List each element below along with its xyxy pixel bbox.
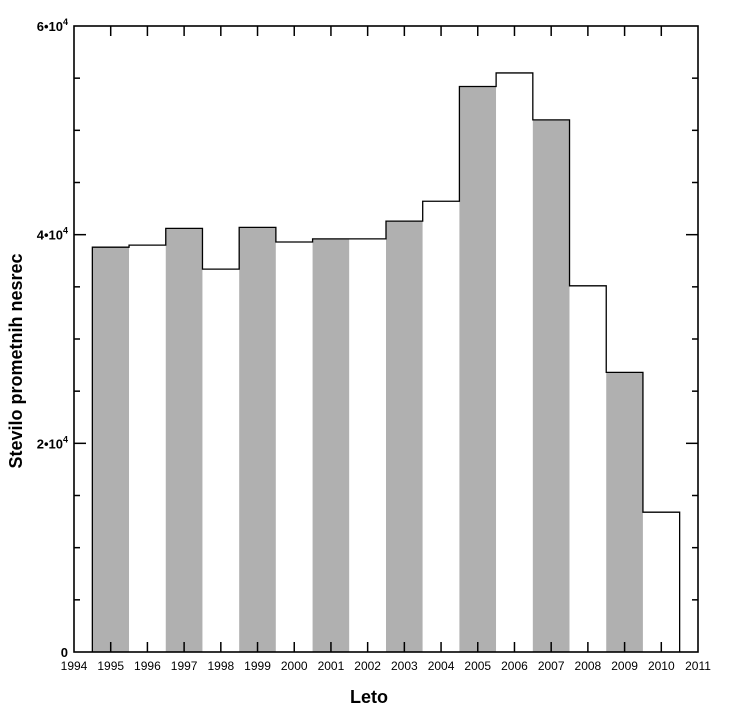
y-tick-labels: 0 2•104 4•104 6•104: [37, 17, 68, 660]
x-tick-label: 1999: [244, 659, 271, 673]
bar-2010: [642, 512, 680, 652]
axis-ticks: [74, 26, 698, 652]
x-tick-label: 2006: [501, 659, 528, 673]
histogram-outline: [91, 72, 681, 652]
x-tick-label: 2004: [428, 659, 455, 673]
x-tick-label: 2000: [281, 659, 308, 673]
y-axis-title: Stevilo prometnih nesrec: [6, 253, 26, 468]
y-tick-label: 0: [61, 645, 68, 660]
x-tick-label: 1994: [61, 659, 88, 673]
x-tick-label: 2008: [575, 659, 602, 673]
x-tick-labels: 1994 1995 1996 1997 1998 1999 2000 2001 2002 2003…: [61, 659, 712, 673]
x-tick-label: 2010: [648, 659, 675, 673]
x-tick-label: 2005: [464, 659, 491, 673]
bar-2004: [422, 201, 460, 652]
bar-2005: [459, 86, 497, 653]
bars: [92, 72, 680, 653]
y-tick-label: 4•104: [37, 226, 68, 243]
x-tick-label: 2011: [685, 659, 711, 673]
bar-2009: [606, 372, 643, 652]
bar-2006: [496, 72, 533, 652]
y-tick-label: 6•104: [37, 17, 68, 34]
x-axis-title: Leto: [350, 687, 388, 707]
x-tick-label: 2001: [318, 659, 345, 673]
bar-2002: [349, 238, 386, 652]
x-tick-label: 1998: [207, 659, 234, 673]
x-tick-label: 1997: [171, 659, 198, 673]
bar-2001: [312, 238, 350, 652]
bar-2000: [275, 241, 313, 652]
y-tick-label: 2•104: [37, 434, 68, 451]
bar-1999: [239, 227, 276, 652]
bar-2008: [569, 285, 607, 652]
x-tick-label: 2007: [538, 659, 565, 673]
bar-2007: [532, 119, 570, 652]
bar-1995: [92, 247, 130, 653]
bar-1997: [165, 228, 203, 652]
x-tick-label: 1996: [134, 659, 161, 673]
x-tick-label: 1995: [97, 659, 124, 673]
bar-1998: [202, 269, 240, 652]
x-tick-label: 2009: [611, 659, 638, 673]
bar-1996: [129, 245, 166, 652]
x-tick-label: 2003: [391, 659, 418, 673]
x-tick-label: 2002: [354, 659, 381, 673]
bar-2003: [386, 221, 423, 652]
